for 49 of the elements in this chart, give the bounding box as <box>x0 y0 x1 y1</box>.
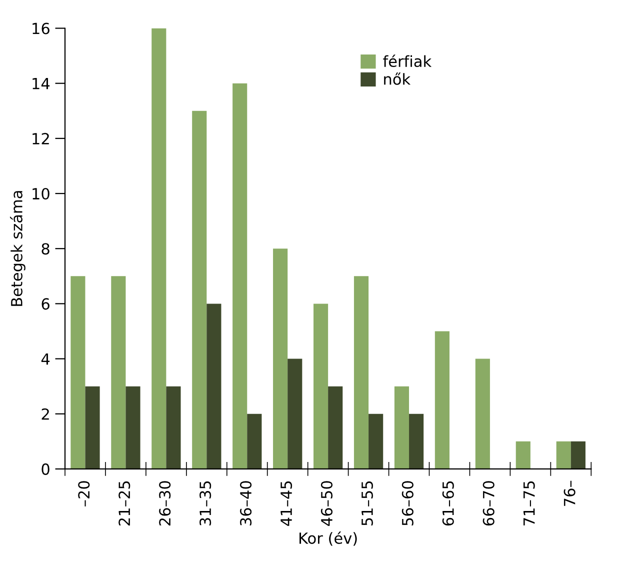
bar <box>314 304 328 469</box>
bar <box>247 414 262 469</box>
bar <box>70 276 86 469</box>
bar <box>192 110 207 469</box>
y-tick-label: 12 <box>32 132 49 144</box>
bar <box>354 276 369 469</box>
bar <box>126 386 140 469</box>
y-tick-label: 2 <box>42 408 49 420</box>
bar <box>111 276 126 469</box>
x-tick-label: 36–40 <box>240 481 252 526</box>
y-tick-label: 0 <box>42 463 50 475</box>
x-tick-label: 71–75 <box>524 481 535 526</box>
x-tick-label: 21–25 <box>118 481 130 526</box>
y-tick-label: 10 <box>32 188 50 200</box>
y-tick-label: 14 <box>32 78 50 90</box>
legend-label: férfiak <box>383 54 432 68</box>
x-tick-label: 66–70 <box>482 481 494 526</box>
bar <box>152 28 166 469</box>
y-tick-label: 6 <box>42 298 50 310</box>
x-tick-label: 26–30 <box>159 481 171 526</box>
x-tick-label: 76– <box>564 480 576 506</box>
bar <box>434 331 450 469</box>
y-tick-label: 4 <box>41 353 50 365</box>
x-tick-label: 51–55 <box>362 481 373 526</box>
bar <box>232 83 248 469</box>
bar <box>516 441 530 469</box>
y-tick-label: 16 <box>32 22 50 34</box>
bar <box>85 386 100 469</box>
bar <box>475 358 490 469</box>
bar <box>368 414 384 469</box>
x-tick-label: 56–60 <box>402 481 414 526</box>
x-tick-label: 46–50 <box>320 481 333 526</box>
bar <box>273 248 288 469</box>
bar <box>556 441 571 469</box>
bar <box>570 441 586 469</box>
bar <box>409 414 424 469</box>
bar <box>328 386 343 469</box>
x-tick-label: –20 <box>78 481 90 506</box>
x-tick-label: 31–35 <box>200 481 212 526</box>
bar <box>394 386 410 469</box>
y-tick-label: 8 <box>42 243 50 255</box>
x-tick-label: 41–45 <box>280 481 292 526</box>
bar <box>206 304 222 469</box>
legend-label: nők <box>384 72 411 85</box>
y-axis-title: Betegek száma <box>10 191 26 306</box>
bar <box>288 358 302 469</box>
x-tick-label: 61–65 <box>442 481 454 526</box>
bar <box>166 386 181 469</box>
x-axis-title: Kor (év) <box>300 532 357 546</box>
